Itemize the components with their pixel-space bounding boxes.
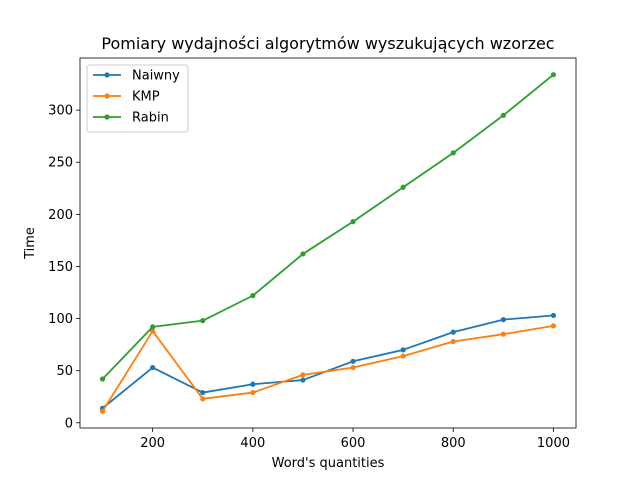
data-point-kmp [550, 323, 557, 329]
x-tick-label: 400 [240, 436, 265, 451]
plot-area [79, 57, 577, 429]
x-tick-label: 200 [140, 436, 165, 451]
series-layer [99, 72, 557, 414]
data-point-naiwny [550, 312, 557, 319]
legend-label-kmp: KMP [132, 90, 160, 105]
data-point-naiwny [450, 329, 456, 335]
data-point-kmp [350, 364, 356, 371]
data-point-naiwny [150, 364, 156, 371]
axes-frame [79, 57, 577, 429]
y-tick-label: 50 [56, 364, 73, 379]
x-tick-label: 600 [341, 436, 366, 451]
data-point-naiwny [500, 317, 506, 323]
data-point-rabin [400, 184, 406, 190]
y-axis-label: Time [23, 227, 38, 260]
data-point-rabin [150, 324, 156, 330]
x-tick-label: 1000 [537, 436, 570, 451]
data-point-kmp [250, 389, 256, 396]
data-point-kmp [400, 353, 406, 359]
legend-label-rabin: Rabin [132, 111, 169, 126]
y-tick-label: 300 [48, 104, 73, 119]
legend: Naiwny KMP Rabin [86, 64, 189, 133]
data-point-rabin [500, 112, 506, 118]
legend-box [86, 64, 189, 133]
series-line-rabin [101, 73, 555, 381]
series-line-kmp [101, 324, 555, 413]
data-point-kmp [99, 408, 106, 414]
y-tick-label: 0 [65, 416, 73, 431]
data-point-rabin [200, 318, 206, 324]
data-point-rabin [99, 376, 106, 382]
data-point-rabin [300, 251, 306, 257]
data-point-naiwny [200, 389, 206, 396]
x-tick-label: 800 [441, 436, 466, 451]
y-tick-label: 250 [48, 156, 73, 171]
chart-title: Pomiary wydajności algorytmów wyszukując… [101, 34, 554, 53]
data-point-kmp [200, 396, 206, 402]
legend-entries: Naiwny KMP Rabin [93, 69, 180, 126]
data-point-naiwny [350, 358, 356, 364]
data-point-naiwny [250, 381, 256, 387]
data-point-rabin [550, 72, 557, 78]
y-axis-ticks: 0 50 100 150 200 250 300 [48, 104, 80, 431]
data-point-rabin [450, 150, 456, 156]
data-point-kmp [500, 331, 506, 337]
y-tick-label: 150 [48, 260, 73, 275]
data-point-kmp [450, 338, 456, 345]
y-tick-label: 200 [48, 208, 73, 223]
data-point-naiwny [300, 377, 306, 383]
y-tick-label: 100 [48, 312, 73, 327]
series-kmp [99, 323, 557, 414]
data-point-kmp [150, 328, 156, 334]
data-point-naiwny [400, 347, 406, 353]
data-point-rabin [350, 219, 356, 225]
x-axis-ticks: 200 400 600 800 1000 [140, 428, 570, 451]
data-point-rabin [250, 293, 256, 299]
series-rabin [99, 72, 557, 382]
x-axis-label: Word's quantities [272, 456, 385, 471]
legend-marker-kmp [104, 93, 110, 99]
legend-marker-naiwny [104, 72, 110, 78]
data-point-kmp [300, 372, 306, 378]
legend-marker-rabin [104, 114, 110, 120]
legend-label-naiwny: Naiwny [132, 69, 180, 84]
